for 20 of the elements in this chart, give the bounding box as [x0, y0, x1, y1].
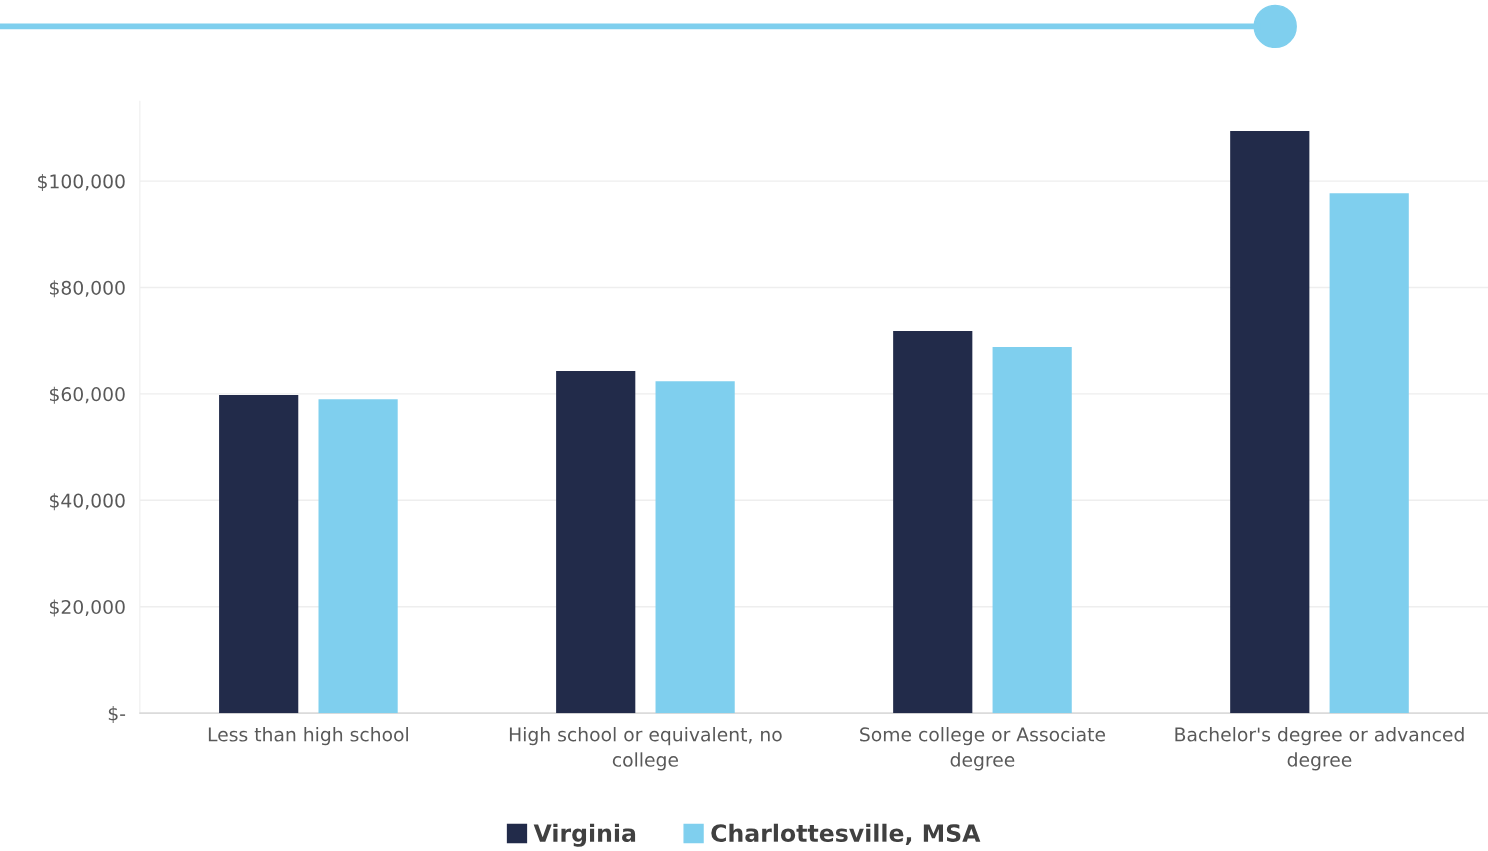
bar	[1329, 193, 1409, 714]
x-tick-label: Less than high school	[208, 727, 408, 746]
x-tick-label: Some college or Associate degree	[860, 727, 1106, 771]
x-tick-label: High school or equivalent, no college	[509, 727, 782, 771]
legend-label: Charlottesville, MSA	[711, 823, 981, 846]
y-tick-label: $60,000	[50, 386, 125, 404]
bar	[1230, 131, 1310, 714]
bar	[556, 371, 636, 714]
bar	[219, 394, 299, 714]
y-tick-label: $20,000	[50, 599, 125, 617]
x-tick-label: Bachelor's degree or advanced degree	[1175, 727, 1464, 771]
y-tick-label: $40,000	[50, 493, 125, 511]
legend-label: Virginia	[533, 823, 636, 847]
y-tick-label: $100,000	[38, 173, 125, 191]
bar	[893, 331, 973, 714]
y-tick-label: $80,000	[50, 280, 125, 298]
y-tick-label: $-	[108, 706, 126, 724]
bar	[318, 399, 398, 714]
bar	[655, 381, 735, 714]
bar	[992, 347, 1072, 714]
